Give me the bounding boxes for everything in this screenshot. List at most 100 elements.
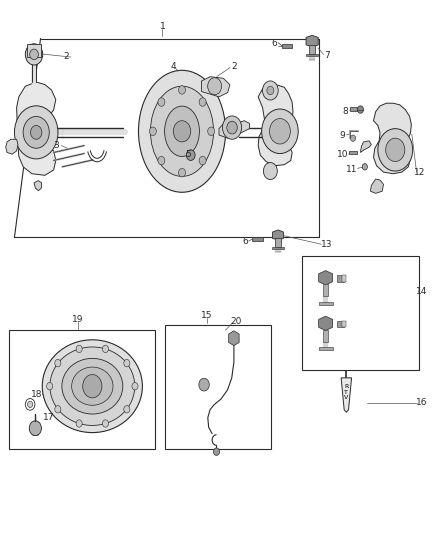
Text: 18: 18	[32, 390, 43, 399]
Circle shape	[30, 49, 39, 60]
Bar	[323, 330, 328, 342]
Circle shape	[263, 163, 277, 180]
Bar	[302, 256, 419, 370]
Text: 2: 2	[63, 52, 69, 61]
Circle shape	[262, 81, 278, 100]
Circle shape	[83, 375, 102, 398]
Circle shape	[267, 86, 274, 95]
Polygon shape	[319, 316, 332, 330]
Circle shape	[14, 106, 58, 159]
Bar	[272, 247, 284, 249]
Circle shape	[269, 118, 290, 144]
Circle shape	[362, 164, 367, 170]
Polygon shape	[201, 77, 230, 97]
Ellipse shape	[62, 358, 123, 414]
Text: 20: 20	[231, 317, 242, 326]
Circle shape	[179, 168, 185, 177]
Text: 17: 17	[42, 413, 54, 422]
Text: 6: 6	[242, 237, 248, 246]
Circle shape	[55, 406, 61, 413]
Ellipse shape	[138, 70, 226, 192]
Circle shape	[173, 120, 191, 142]
Circle shape	[29, 421, 42, 435]
Bar	[323, 285, 328, 296]
Ellipse shape	[165, 106, 199, 157]
Polygon shape	[341, 378, 352, 413]
Circle shape	[208, 127, 215, 135]
Ellipse shape	[72, 367, 113, 405]
Polygon shape	[239, 120, 250, 134]
Circle shape	[28, 401, 33, 408]
Polygon shape	[272, 230, 283, 240]
Polygon shape	[306, 35, 318, 47]
Circle shape	[199, 156, 206, 165]
Ellipse shape	[50, 347, 135, 425]
Circle shape	[124, 406, 130, 413]
Text: 16: 16	[416, 398, 427, 407]
Circle shape	[223, 116, 242, 139]
Polygon shape	[374, 103, 411, 174]
Circle shape	[227, 121, 237, 134]
Polygon shape	[350, 108, 357, 111]
Circle shape	[102, 420, 109, 427]
Ellipse shape	[150, 86, 214, 176]
Text: 5: 5	[185, 150, 191, 159]
Polygon shape	[27, 44, 42, 57]
Bar	[309, 45, 315, 54]
Circle shape	[23, 116, 49, 148]
Text: 15: 15	[201, 311, 212, 320]
Text: 9: 9	[340, 131, 346, 140]
Bar	[9, 330, 155, 449]
Text: 3: 3	[53, 141, 59, 150]
Bar	[319, 302, 332, 304]
Circle shape	[76, 345, 82, 353]
Circle shape	[261, 109, 298, 154]
Bar	[306, 54, 318, 56]
Circle shape	[76, 420, 82, 427]
Polygon shape	[17, 82, 56, 175]
Circle shape	[46, 383, 53, 390]
Bar	[336, 321, 344, 327]
Circle shape	[208, 78, 222, 95]
Text: 6: 6	[272, 39, 278, 49]
Bar	[342, 321, 346, 327]
Circle shape	[158, 98, 165, 106]
Polygon shape	[219, 119, 239, 138]
Text: 8: 8	[342, 107, 348, 116]
Polygon shape	[319, 271, 332, 285]
Circle shape	[132, 383, 138, 390]
Circle shape	[199, 378, 209, 391]
Text: 12: 12	[414, 167, 426, 176]
Bar	[336, 276, 344, 282]
Circle shape	[149, 127, 156, 135]
Text: 13: 13	[321, 240, 333, 249]
Bar	[342, 276, 346, 282]
Ellipse shape	[42, 340, 142, 433]
Text: 7: 7	[324, 51, 330, 60]
Circle shape	[158, 156, 165, 165]
Circle shape	[55, 359, 61, 367]
Circle shape	[124, 359, 130, 367]
Circle shape	[357, 106, 364, 114]
Polygon shape	[6, 139, 18, 154]
Text: R
T
V: R T V	[344, 384, 349, 400]
Polygon shape	[349, 151, 357, 154]
Circle shape	[378, 128, 413, 171]
Circle shape	[186, 150, 195, 160]
Text: 2: 2	[231, 62, 237, 71]
Polygon shape	[282, 44, 292, 47]
Circle shape	[102, 345, 109, 353]
Bar	[275, 238, 281, 247]
Circle shape	[350, 135, 356, 141]
Text: 14: 14	[416, 287, 427, 296]
Circle shape	[179, 86, 185, 94]
Polygon shape	[371, 179, 384, 193]
Polygon shape	[360, 141, 371, 152]
Text: 19: 19	[72, 315, 83, 324]
Circle shape	[31, 125, 42, 139]
Polygon shape	[34, 181, 42, 191]
Text: 11: 11	[346, 166, 357, 174]
Circle shape	[25, 44, 43, 65]
Bar	[319, 348, 332, 350]
Circle shape	[199, 98, 206, 106]
